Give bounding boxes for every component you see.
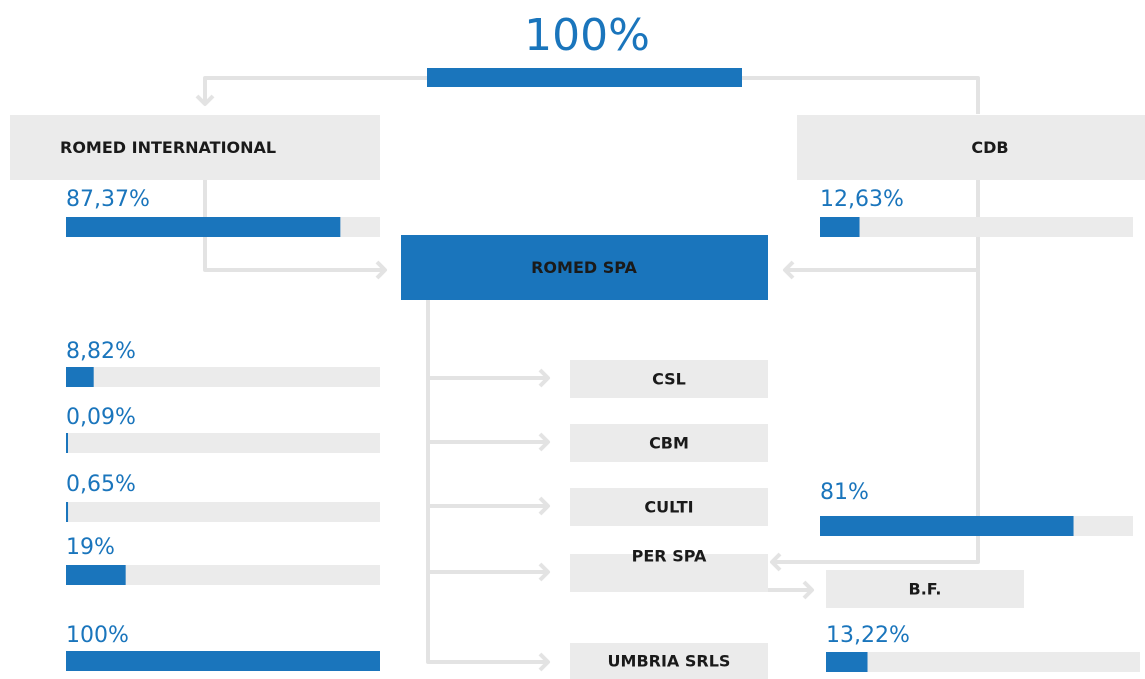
share-bar bbox=[66, 502, 69, 522]
connector bbox=[742, 76, 980, 114]
share-bar bbox=[826, 652, 868, 672]
share-bar bbox=[66, 367, 94, 387]
node-box bbox=[826, 570, 1024, 608]
node-label: CSL bbox=[652, 370, 686, 389]
node-label: UMBRIA SRLS bbox=[608, 652, 731, 671]
share-label: 87,37% bbox=[66, 187, 150, 212]
node-box bbox=[10, 115, 380, 180]
share-track bbox=[820, 217, 1133, 237]
node-label: CBM bbox=[649, 434, 689, 453]
node-label: ROMED SPA bbox=[531, 258, 637, 277]
node-box bbox=[401, 235, 768, 300]
share-bar bbox=[66, 217, 341, 237]
share-track bbox=[826, 652, 1140, 672]
share-bar bbox=[427, 68, 742, 87]
share-bar bbox=[66, 565, 126, 585]
share-bar bbox=[66, 433, 68, 453]
share-label: 0,65% bbox=[66, 472, 136, 497]
share-track bbox=[66, 367, 380, 387]
node-box bbox=[570, 554, 768, 592]
share-label: 0,09% bbox=[66, 405, 136, 430]
share-bar bbox=[820, 217, 860, 237]
arrow bbox=[768, 580, 814, 600]
connector bbox=[203, 76, 427, 104]
arrowhead bbox=[538, 652, 550, 672]
share-label: 12,63% bbox=[820, 187, 904, 212]
share-label: 81% bbox=[820, 480, 869, 505]
connector bbox=[426, 300, 548, 664]
arrowhead bbox=[375, 260, 387, 280]
node-label: PER SPA bbox=[632, 547, 707, 566]
share-bar bbox=[820, 516, 1074, 536]
share-label: 8,82% bbox=[66, 339, 136, 364]
node-label: B.F. bbox=[909, 580, 942, 599]
connector bbox=[203, 180, 385, 272]
arrow bbox=[428, 432, 550, 452]
share-label: 13,22% bbox=[826, 623, 910, 648]
share-track bbox=[66, 433, 380, 453]
arrow bbox=[428, 368, 550, 388]
arrowhead bbox=[195, 94, 215, 106]
node-box bbox=[570, 424, 768, 462]
node-label: CULTI bbox=[644, 498, 693, 517]
node-label: ROMED INTERNATIONAL bbox=[60, 138, 276, 157]
arrow bbox=[428, 562, 550, 582]
arrow bbox=[428, 496, 550, 516]
share-label: 19% bbox=[66, 535, 115, 560]
share-track bbox=[66, 502, 380, 522]
node-label: CDB bbox=[971, 138, 1008, 157]
node-box bbox=[570, 488, 768, 526]
node-box bbox=[797, 115, 1145, 180]
connector bbox=[772, 180, 980, 564]
share-label: 100% bbox=[66, 623, 129, 648]
share-track bbox=[66, 565, 380, 585]
node-box bbox=[570, 643, 768, 679]
node-box bbox=[570, 360, 768, 398]
arrowhead bbox=[770, 552, 782, 572]
share-label: 100% bbox=[524, 10, 650, 61]
connectors bbox=[195, 76, 980, 672]
share-bar bbox=[66, 651, 380, 671]
arrowhead bbox=[783, 260, 795, 280]
